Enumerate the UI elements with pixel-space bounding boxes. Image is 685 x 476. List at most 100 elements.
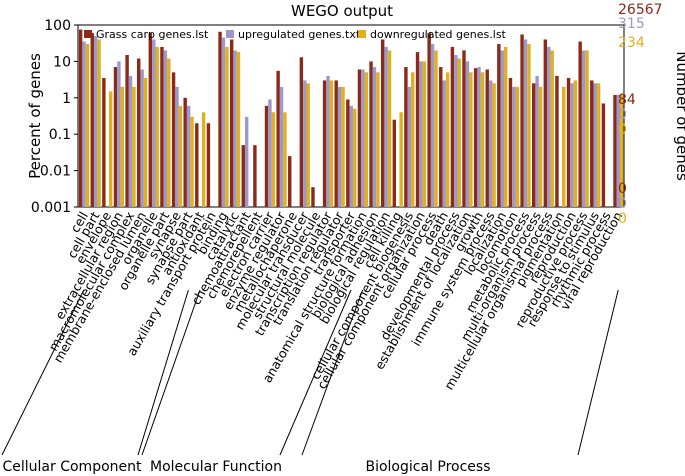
bar-2-electron-carrier <box>268 99 272 207</box>
bar-1-membrane-enclosed-lumen <box>137 58 141 207</box>
bar-1-pigmentation <box>555 75 559 208</box>
bar-1-cellular-component-organization <box>415 52 420 208</box>
bar-3-locomotion <box>515 86 520 207</box>
group-bracket-right <box>137 289 189 456</box>
group-bracket-left <box>141 289 201 456</box>
bar-3-cellular-component-organization <box>422 61 427 208</box>
bar-1-organelle <box>148 33 153 208</box>
y-axis-label-right: Number of genes <box>673 51 685 181</box>
bar-3-cell <box>85 44 90 207</box>
bar-1-multicellular-organismal-process <box>543 39 548 207</box>
bar-3-catalytic <box>236 52 241 208</box>
bar-2-enzyme-regulator <box>279 86 284 207</box>
bar-2-extracellular-region <box>117 61 121 208</box>
bar-1-developmental-process <box>450 46 455 208</box>
bar-1-immune-system-process <box>485 69 489 207</box>
bar-2-organelle-part <box>163 50 168 208</box>
legend-label-1: Grass carp genes.lst <box>96 28 209 41</box>
bar-1-translation-regulator <box>334 80 338 207</box>
bar-2-immune-system-process <box>488 80 493 207</box>
bar-2-molecular-transducer <box>303 80 307 207</box>
bar-3-developmental-process <box>457 58 461 207</box>
legend-swatch-3 <box>358 30 366 38</box>
bar-2-transcription-regulator <box>326 75 330 208</box>
right-axis-top-1: 26567 <box>618 2 663 18</box>
bar-1-biological-adhesion <box>369 61 373 208</box>
bar-1-transcription-regulator <box>322 80 327 207</box>
bar-1-antioxidant <box>195 123 199 207</box>
bar-1-electron-carrier <box>264 105 269 207</box>
bar-2-translation-regulator <box>337 86 342 207</box>
bar-1-death <box>439 67 443 208</box>
bar-3-anatomical-structure-formation <box>364 72 368 208</box>
y-tick-label: 1 <box>62 91 71 107</box>
bar-1-cellular-process <box>427 33 431 208</box>
bar-2-multi-organism-process <box>535 75 539 208</box>
legend-swatch-1 <box>84 30 92 38</box>
bar-3-metabolic-process <box>527 44 531 207</box>
bar-3-envelope <box>108 91 113 207</box>
bar-1-biological-regulation <box>380 39 385 207</box>
bar-3-organelle <box>155 46 159 208</box>
bar-3-biological-regulation <box>387 50 392 208</box>
right-axis-middle-3: 0 <box>618 122 627 138</box>
bar-1-cell-part <box>90 33 94 208</box>
chart-title: WEGO output <box>291 2 393 20</box>
right-axis-top-2: 315 <box>618 16 645 32</box>
bar-1-cell <box>78 29 83 207</box>
bar-1-structural-molecule <box>311 187 315 207</box>
bar-3-reproductive-process <box>585 50 589 208</box>
bar-2-biological-adhesion <box>372 67 377 208</box>
right-axis-bottom-3: 0 <box>618 211 627 227</box>
bar-1-enzyme-regulator <box>276 70 280 207</box>
bar-1-macromolecular-complex <box>125 54 129 207</box>
group-bracket-right <box>577 289 619 456</box>
bar-2-biological-regulation <box>384 46 388 208</box>
group-bracket-left <box>301 289 364 456</box>
bar-1-synapse <box>171 72 176 208</box>
bar-3-organelle-part <box>167 58 171 207</box>
bar-1-organelle-part <box>160 46 164 208</box>
bar-1-cell-killing <box>392 119 397 207</box>
bar-1-locomotion <box>508 77 513 207</box>
bar-2-multicellular-organismal-process <box>547 46 551 208</box>
bar-3-enzyme-regulator <box>283 112 287 207</box>
bar-2-death <box>442 80 446 207</box>
y-axis-label-left: Percent of genes <box>26 53 44 179</box>
bar-3-growth <box>480 72 485 208</box>
bar-2-cell-part <box>93 35 98 208</box>
bar-3-biological-adhesion <box>376 72 380 208</box>
bar-1-growth <box>473 68 478 207</box>
bar-3-cellular-component-biogenesis <box>411 72 415 208</box>
bar-2-synapse-part <box>186 105 191 207</box>
bar-2-localization <box>500 50 504 208</box>
bar-2-locomotion <box>512 86 516 207</box>
bar-3-macromolecular-complex <box>132 86 136 207</box>
bar-2-reproduction <box>570 83 574 207</box>
y-tick-label: 0.1 <box>49 127 71 143</box>
y-tick-label: 10 <box>53 54 71 70</box>
bar-3-extracellular-region <box>120 86 125 207</box>
bar-3-membrane-enclosed-lumen <box>143 77 148 207</box>
bar-2-cellular-process <box>430 44 435 207</box>
y-tick-label: 100 <box>44 18 71 34</box>
group-label-3: Biological Process <box>365 459 490 475</box>
bar-1-auxiliary-transport-protein <box>206 123 211 207</box>
bar-2-cellular-component-biogenesis <box>407 86 412 207</box>
bar-3-synapse <box>178 105 183 207</box>
bar-1-chemorepellent <box>253 145 257 207</box>
bar-1-synapse-part <box>183 97 187 207</box>
y-tick-label: 0.01 <box>40 164 71 180</box>
right-axis-middle-2: 0 <box>618 107 627 123</box>
bar-2-reproductive-process <box>581 50 586 208</box>
bar-1-molecular-transducer <box>299 57 304 208</box>
bar-2-response-to-stimulus <box>593 83 597 207</box>
bar-2-growth <box>477 67 481 208</box>
bar-2-viral-reproduction <box>616 94 621 207</box>
bar-3-response-to-stimulus <box>596 83 601 207</box>
right-axis-bottom-2: 0 <box>618 196 627 212</box>
bar-1-multi-organism-process <box>531 83 536 207</box>
group-bracket-right <box>279 289 352 456</box>
